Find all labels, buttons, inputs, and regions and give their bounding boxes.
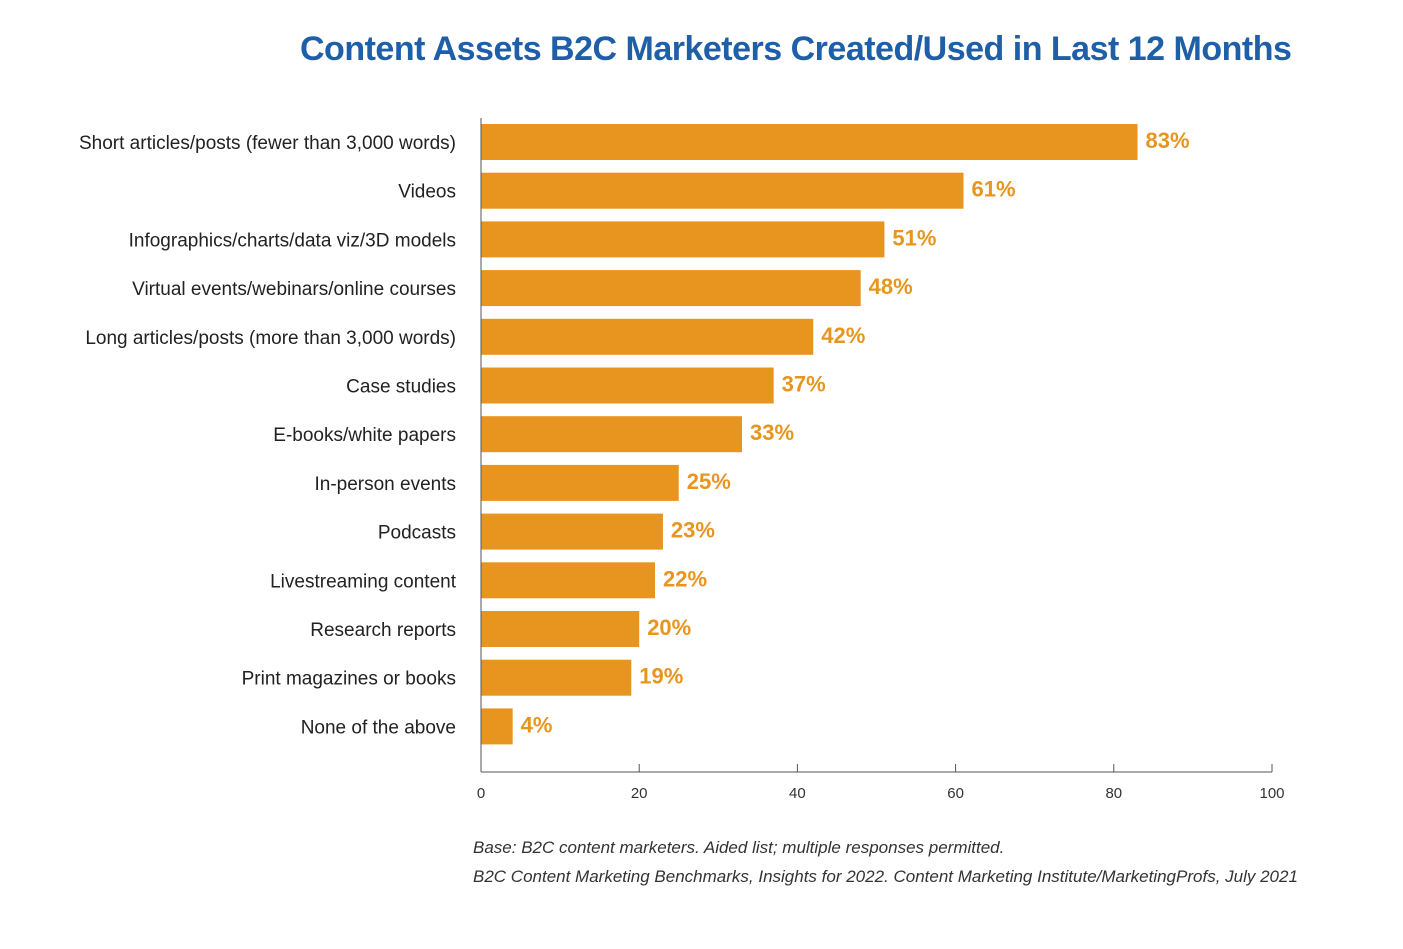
bar: [481, 708, 513, 745]
bar: [481, 221, 885, 258]
category-label: Videos: [398, 182, 456, 203]
x-axis: 0 20 40 60 80 100: [477, 118, 1285, 802]
value-label: 4%: [521, 712, 553, 737]
chart-title: Content Assets B2C Marketers Created/Use…: [300, 30, 1292, 68]
category-label: Virtual events/webinars/online courses: [132, 279, 456, 300]
value-label: 42%: [821, 323, 865, 348]
category-label: In-person events: [314, 474, 456, 495]
x-tick-label: 40: [789, 785, 806, 802]
bar: [481, 611, 640, 647]
bar: [481, 659, 632, 696]
category-label: Print magazines or books: [242, 669, 456, 690]
value-labels: 83% 61% 51% 48%42% 37% 33% 25% 23% 22% 20% 19% 4%: [521, 128, 1190, 737]
bar: [481, 318, 814, 355]
bar: [481, 416, 743, 453]
x-tick-label: 60: [947, 785, 964, 802]
value-label: 83%: [1146, 128, 1190, 153]
value-label: 37%: [782, 372, 826, 397]
category-label: Short articles/posts (fewer than 3,000 w…: [79, 133, 456, 154]
bars-layer: [481, 124, 1138, 745]
category-label: None of the above: [301, 717, 456, 738]
bar: [481, 124, 1138, 160]
value-label: 25%: [687, 469, 731, 494]
x-tick-label: 80: [1105, 785, 1122, 802]
category-label: Livestreaming content: [270, 571, 457, 592]
bar: [481, 172, 964, 209]
x-tick-label: 0: [477, 785, 485, 802]
bar: [481, 562, 656, 599]
category-label: E-books/white papers: [273, 425, 456, 446]
category-label: Case studies: [346, 377, 456, 398]
value-label: 33%: [750, 420, 794, 445]
bar: [481, 270, 861, 307]
base-note: Base: B2C content marketers. Aided list;…: [473, 838, 1005, 857]
bar: [481, 513, 663, 550]
value-label: 51%: [892, 225, 936, 250]
value-label: 61%: [972, 177, 1016, 202]
value-label: 20%: [647, 615, 691, 640]
category-labels: Short articles/posts (fewer than 3,000 w…: [79, 133, 457, 738]
bar: [481, 464, 679, 501]
category-label: Podcasts: [378, 523, 456, 544]
category-label: Infographics/charts/data viz/3D models: [129, 230, 456, 251]
value-label: 19%: [639, 664, 683, 689]
x-tick-label: 100: [1259, 785, 1284, 802]
category-label: Research reports: [310, 620, 456, 641]
value-label: 48%: [869, 274, 913, 299]
category-label: Long articles/posts (more than 3,000 wor…: [85, 328, 456, 349]
value-label: 22%: [663, 566, 707, 591]
x-tick-label: 20: [631, 785, 648, 802]
bar: [481, 367, 774, 404]
source-note: B2C Content Marketing Benchmarks, Insigh…: [473, 867, 1298, 886]
value-label: 23%: [671, 518, 715, 543]
